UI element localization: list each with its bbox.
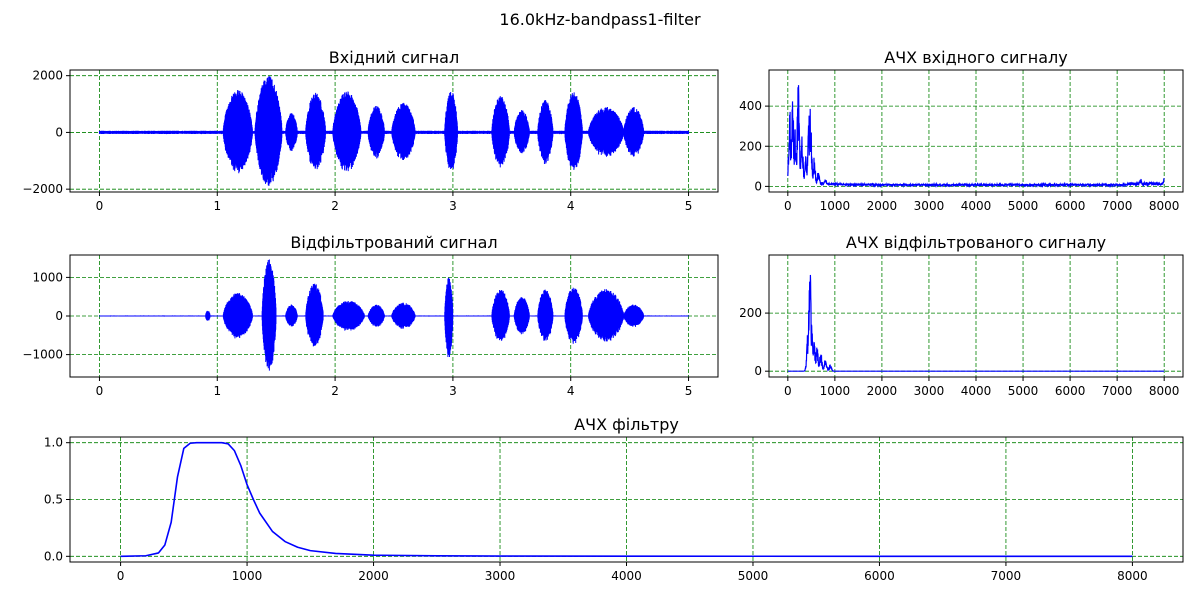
y-tick-label: 400 — [739, 99, 762, 113]
chart-title: АЧХ відфільтрованого сигналу — [846, 233, 1106, 252]
x-tick-label: 6000 — [1055, 199, 1086, 213]
series-input_spectrum — [787, 85, 1165, 189]
x-tick-label: 0 — [117, 569, 125, 583]
x-tick-label: 7000 — [1102, 199, 1133, 213]
filter-response-curve — [120, 441, 1133, 558]
x-tick-label: 4000 — [611, 569, 642, 583]
x-tick-label: 0 — [96, 384, 104, 398]
spectrum-trace — [787, 274, 1165, 372]
x-tick-label: 3 — [449, 384, 457, 398]
y-tick-label: 0 — [754, 179, 762, 193]
x-tick-label: 0 — [784, 384, 792, 398]
x-tick-label: 4 — [567, 384, 575, 398]
y-tick-label: 0 — [55, 309, 63, 323]
signal-trace — [98, 76, 690, 186]
chart-title: Відфільтрований сигнал — [290, 233, 497, 252]
y-tick-label: 0.0 — [44, 549, 63, 563]
x-tick-label: 2 — [331, 199, 339, 213]
x-tick-label: 0 — [96, 199, 104, 213]
x-tick-label: 5 — [685, 199, 693, 213]
x-tick-label: 0 — [784, 199, 792, 213]
y-tick-label: 200 — [739, 306, 762, 320]
x-tick-label: 8000 — [1149, 199, 1180, 213]
axes-frame — [69, 69, 719, 193]
y-tick-label: 200 — [739, 139, 762, 153]
x-tick-label: 7000 — [1102, 384, 1133, 398]
x-tick-label: 4000 — [961, 199, 992, 213]
spectrum-trace — [787, 85, 1165, 189]
x-tick-label: 4 — [567, 199, 575, 213]
x-tick-label: 2000 — [867, 199, 898, 213]
x-tick-label: 1000 — [820, 384, 851, 398]
x-tick-label: 5 — [685, 384, 693, 398]
x-tick-label: 8000 — [1149, 384, 1180, 398]
x-tick-label: 2000 — [358, 569, 389, 583]
y-tick-label: −1000 — [22, 348, 63, 362]
x-tick-label: 6000 — [1055, 384, 1086, 398]
chart-title: Вхідний сигнал — [329, 48, 459, 67]
x-tick-label: 7000 — [991, 569, 1022, 583]
x-tick-label: 5000 — [1008, 199, 1039, 213]
chart-title: АЧХ вхідного сигналу — [884, 48, 1067, 67]
x-tick-label: 5000 — [1008, 384, 1039, 398]
x-tick-label: 3000 — [914, 199, 945, 213]
x-tick-label: 1 — [213, 384, 221, 398]
chart-title: АЧХ фільтру — [574, 415, 679, 434]
y-tick-label: 2000 — [32, 69, 63, 83]
x-tick-label: 2000 — [867, 384, 898, 398]
y-tick-label: 0 — [754, 364, 762, 378]
x-tick-label: 3000 — [914, 384, 945, 398]
x-tick-label: 1000 — [820, 199, 851, 213]
x-tick-label: 3 — [449, 199, 457, 213]
y-tick-label: 1000 — [32, 270, 63, 284]
x-tick-label: 2 — [331, 384, 339, 398]
series-filtered — [98, 259, 690, 371]
figure-suptitle: 16.0kHz-bandpass1-filter — [499, 10, 701, 29]
y-tick-label: 1.0 — [44, 436, 63, 450]
signal-trace — [98, 259, 690, 371]
series-input — [98, 76, 690, 186]
x-tick-label: 5000 — [738, 569, 769, 583]
series-filter_response — [120, 441, 1133, 558]
y-tick-label: −2000 — [22, 182, 63, 196]
chart-input: Вхідний сигнал 0 1 2 3 4 5 −2000 0 2000 — [22, 48, 719, 213]
y-tick-label: 0.5 — [44, 493, 63, 507]
series-filtered_spectrum — [787, 274, 1165, 372]
x-tick-label: 1000 — [232, 569, 263, 583]
x-tick-label: 8000 — [1117, 569, 1148, 583]
x-tick-label: 1 — [213, 199, 221, 213]
x-tick-label: 4000 — [961, 384, 992, 398]
chart-filter_response: АЧХ фільтру 0 1000 2000 3000 4000 5000 6000 7000… — [44, 415, 1184, 583]
x-tick-label: 3000 — [485, 569, 516, 583]
chart-filtered: Відфільтрований сигнал 0 1 2 3 4 5 −1000 0 1000 — [22, 233, 719, 398]
x-tick-label: 6000 — [864, 569, 895, 583]
y-tick-label: 0 — [55, 125, 63, 139]
